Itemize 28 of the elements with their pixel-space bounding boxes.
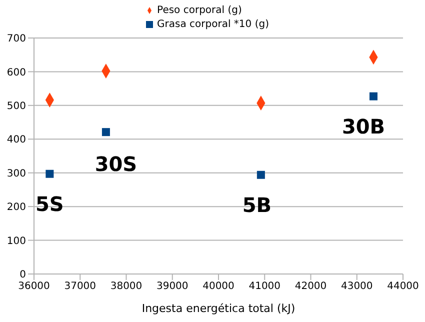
annotation: 5S — [36, 192, 64, 216]
x-tick-label: 40000 — [202, 281, 234, 292]
x-tick-label: 44000 — [387, 281, 419, 292]
x-tick-label: 43000 — [340, 281, 373, 292]
x-axis-title: Ingesta energética total (kJ) — [142, 302, 296, 315]
point — [102, 128, 110, 136]
x-tick-label: 39000 — [156, 281, 188, 292]
point — [369, 92, 378, 100]
y-tick-label: 400 — [6, 134, 26, 146]
x-tick-label: 38000 — [110, 281, 142, 292]
x-tick-label: 36000 — [18, 281, 50, 292]
y-tick-label: 0 — [20, 270, 26, 281]
x-tick-label: 42000 — [294, 281, 327, 292]
y-tick-label: 600 — [6, 67, 26, 78]
annotation: 30B — [342, 114, 386, 138]
legend-label: Grasa corporal *10 (g) — [157, 19, 269, 30]
point — [46, 170, 54, 178]
y-tick-label: 200 — [6, 202, 26, 214]
y-tick-label: 300 — [6, 168, 26, 180]
y-tick-label: 700 — [6, 34, 26, 45]
point — [256, 170, 265, 179]
y-tick-label: 100 — [6, 236, 26, 247]
x-tick-label: 37000 — [64, 281, 96, 292]
annotation: 5B — [242, 192, 272, 217]
x-tick-label: 41000 — [248, 281, 281, 292]
y-tick-label: 500 — [6, 100, 26, 112]
annotation: 30S — [94, 152, 138, 176]
legend-label: Peso corporal (g) — [157, 5, 242, 16]
